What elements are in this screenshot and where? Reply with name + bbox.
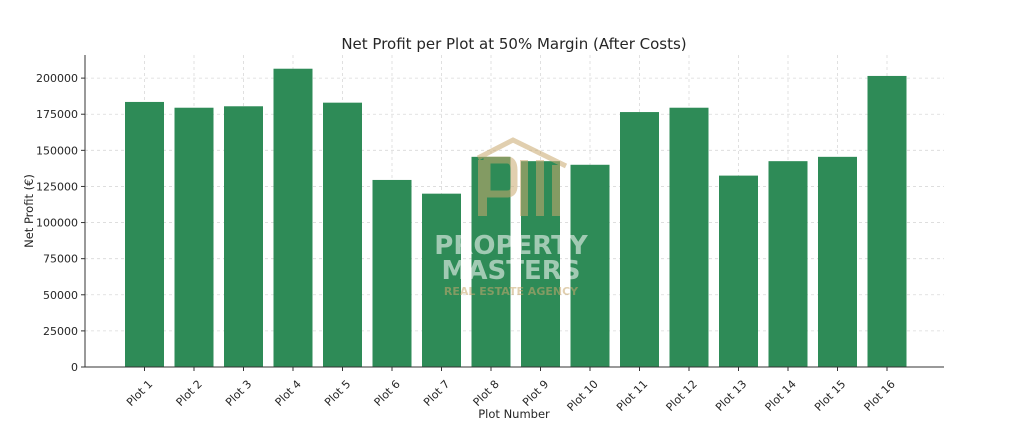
x-axis-label: Plot Number	[478, 407, 550, 421]
bar-plot-6	[372, 179, 412, 367]
y-axis-label: Net Profit (€)	[22, 174, 36, 248]
y-tick-label: 0	[71, 361, 78, 374]
bar-plot-7	[422, 193, 461, 367]
watermark-line2: MASTERS	[442, 256, 581, 286]
y-tick-label: 125000	[36, 180, 78, 193]
bar-plot-10	[570, 164, 610, 367]
property-masters-watermark: PROPERTY MASTERS REAL ESTATE AGENCY	[434, 137, 589, 298]
bar-plot-13	[719, 175, 758, 367]
x-tick-label: Plot 2	[173, 378, 204, 409]
chart-title: Net Profit per Plot at 50% Margin (After…	[341, 35, 686, 53]
x-tick-label: Plot 4	[272, 378, 303, 409]
bar-plot-11	[620, 112, 659, 367]
x-tick-label: Plot 9	[520, 378, 551, 409]
bar-plot-14	[768, 161, 808, 367]
y-tick-label: 25000	[43, 325, 78, 338]
x-tick-label: Plot 5	[322, 378, 353, 409]
y-tick-label: 100000	[36, 217, 78, 230]
x-tick-label: Plot 6	[371, 378, 402, 409]
y-tick-label: 200000	[36, 72, 78, 85]
x-tick-label: Plot 12	[664, 378, 700, 414]
bar-plot-3	[224, 106, 263, 368]
bar-plot-1	[125, 101, 164, 367]
y-tick-label: 150000	[36, 144, 78, 157]
bar-plot-15	[818, 156, 857, 367]
logo-roof	[476, 137, 568, 169]
x-tick-label: Plot 8	[470, 378, 501, 409]
bar-plot-12	[669, 107, 709, 367]
x-tick-label: Plot 11	[614, 378, 650, 414]
bar-plot-16	[867, 75, 907, 367]
grid-layer	[85, 55, 944, 367]
pm-logo-icon	[476, 137, 568, 216]
watermark-line3: REAL ESTATE AGENCY	[444, 285, 579, 298]
x-tick-label: Plot 15	[812, 378, 848, 414]
x-tick-label: Plot 16	[862, 378, 898, 414]
y-tick-label: 50000	[43, 289, 78, 302]
bar-plot-2	[174, 107, 214, 367]
y-tick-label: 175000	[36, 108, 78, 121]
x-tick-label: Plot 7	[421, 378, 452, 409]
bars-layer	[125, 68, 907, 368]
bar-plot-4	[273, 68, 313, 367]
x-tick-label: Plot 13	[713, 378, 749, 414]
y-tick-label: 75000	[43, 253, 78, 266]
bar-plot-5	[323, 102, 362, 368]
x-tick-label: Plot 1	[124, 378, 155, 409]
watermark-line1: PROPERTY	[434, 231, 589, 261]
x-tick-label: Plot 3	[223, 378, 254, 409]
x-tick-label: Plot 10	[565, 378, 601, 414]
x-tick-label: Plot 14	[763, 378, 799, 414]
